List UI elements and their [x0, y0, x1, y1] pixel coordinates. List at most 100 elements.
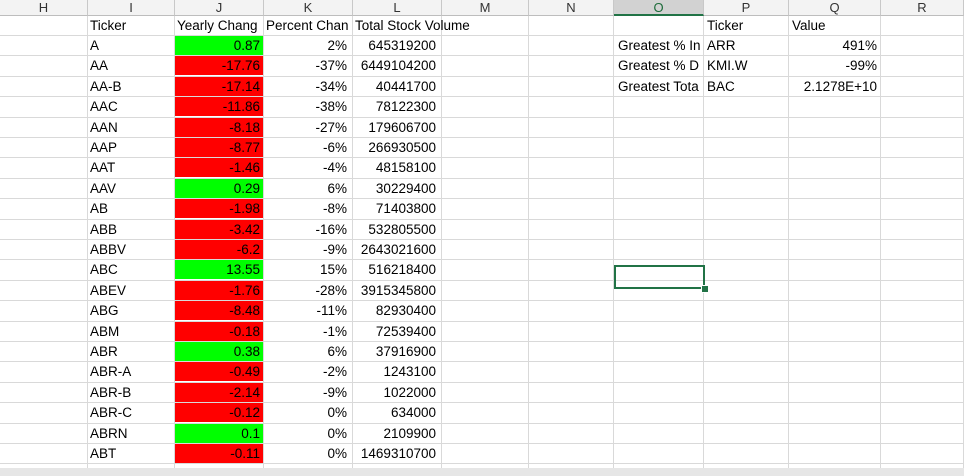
cell-yearly-change[interactable]: 0.29 [175, 178, 263, 198]
cell-percent-change[interactable]: 2% [327, 38, 347, 53]
column-header-j[interactable]: J [175, 0, 264, 16]
summary-value[interactable]: 491% [842, 38, 877, 53]
cell-total-volume[interactable]: 1022000 [383, 384, 436, 400]
column-header-k[interactable]: K [264, 0, 353, 16]
summary-ticker[interactable]: KMI.W [707, 58, 748, 74]
column-header-h[interactable]: H [0, 0, 88, 16]
cell-percent-change[interactable]: -9% [322, 384, 347, 400]
cell-yearly-change[interactable]: -0.11 [175, 444, 263, 463]
cell-ticker[interactable]: A [90, 38, 100, 53]
summary-value[interactable]: 2.1278E+10 [803, 78, 877, 94]
cell-total-volume[interactable]: 266930500 [368, 140, 436, 155]
summary-header-ticker[interactable]: Ticker [707, 18, 744, 33]
cell-total-volume[interactable]: 3915345800 [360, 282, 436, 298]
cell-total-volume[interactable]: 634000 [390, 405, 436, 421]
cell-percent-change[interactable]: -8% [322, 201, 347, 217]
cell-ticker[interactable]: AAN [90, 119, 118, 135]
cell-total-volume[interactable]: 2109900 [383, 425, 436, 441]
cell-total-volume[interactable]: 179606700 [368, 119, 436, 135]
cell-yearly-change[interactable]: -0.49 [175, 362, 263, 382]
cell-yearly-change[interactable]: -1.46 [175, 158, 263, 178]
column-header-l[interactable]: L [353, 0, 442, 16]
cell-total-volume[interactable]: 78122300 [375, 99, 436, 115]
cell-ticker[interactable]: AAT [90, 160, 116, 176]
cell-percent-change[interactable]: -9% [322, 242, 347, 257]
cell-ticker[interactable]: AA [90, 58, 109, 74]
cell-yearly-change[interactable]: 0.38 [175, 342, 263, 361]
cell-ticker[interactable]: ABT [90, 446, 117, 461]
cell-total-volume[interactable]: 516218400 [368, 262, 436, 278]
cell-ticker[interactable]: ABC [90, 262, 118, 278]
cell-total-volume[interactable]: 37916900 [375, 344, 436, 359]
cell-yearly-change[interactable]: -6.2 [175, 240, 263, 259]
cell-percent-change[interactable]: 6% [327, 180, 347, 196]
cell-yearly-change[interactable]: -8.48 [175, 301, 263, 321]
cell-ticker[interactable]: ABRN [90, 425, 128, 441]
cell-total-volume[interactable]: 1469310700 [360, 446, 436, 461]
header-total-volume[interactable]: Total Stock Volume [355, 18, 470, 33]
cell-yearly-change[interactable]: -0.18 [175, 321, 263, 341]
cell-yearly-change[interactable]: 0.87 [175, 36, 263, 55]
cell-yearly-change[interactable]: 13.55 [175, 260, 263, 280]
cell-ticker[interactable]: ABM [90, 323, 120, 339]
cell-total-volume[interactable]: 532805500 [368, 221, 436, 237]
cell-percent-change[interactable]: -2% [322, 364, 347, 380]
cell-ticker[interactable]: ABEV [90, 282, 127, 298]
cell-ticker[interactable]: ABG [90, 303, 119, 319]
cell-yearly-change[interactable]: -0.12 [175, 403, 263, 423]
cell-ticker[interactable]: ABR-A [90, 364, 132, 380]
cell-ticker[interactable]: ABR-C [90, 405, 133, 421]
column-header-r[interactable]: R [881, 0, 964, 16]
cell-total-volume[interactable]: 71403800 [375, 201, 436, 217]
cell-percent-change[interactable]: 0% [327, 425, 347, 441]
cell-yearly-change[interactable]: -8.18 [175, 117, 263, 137]
cell-percent-change[interactable]: 0% [327, 405, 347, 421]
cell-total-volume[interactable]: 82930400 [375, 303, 436, 319]
cell-yearly-change[interactable]: -1.98 [175, 199, 263, 219]
header-percent-change[interactable]: Percent Chan [266, 18, 349, 33]
cell-ticker[interactable]: ABR [90, 344, 118, 359]
cell-yearly-change[interactable]: -17.76 [175, 56, 263, 76]
cell-percent-change[interactable]: -4% [322, 160, 347, 176]
column-header-q[interactable]: Q [789, 0, 881, 16]
cell-percent-change[interactable]: -27% [315, 119, 347, 135]
cell-ticker[interactable]: AAV [90, 180, 117, 196]
cell-yearly-change[interactable]: -1.76 [175, 280, 263, 300]
cell-percent-change[interactable]: 0% [327, 446, 347, 461]
cell-ticker[interactable]: AB [90, 201, 109, 217]
summary-value[interactable]: -99% [845, 58, 877, 74]
cell-yearly-change[interactable]: -2.14 [175, 382, 263, 402]
summary-header-value[interactable]: Value [792, 18, 826, 33]
cell-total-volume[interactable]: 72539400 [375, 323, 436, 339]
column-header-i[interactable]: I [88, 0, 175, 16]
cell-yearly-change[interactable]: -8.77 [175, 138, 263, 157]
column-header-m[interactable]: M [442, 0, 529, 16]
cell-yearly-change[interactable]: -11.86 [175, 97, 263, 117]
summary-label[interactable]: Greatest Tota [618, 78, 699, 94]
cell-total-volume[interactable]: 6449104200 [360, 58, 436, 74]
cell-ticker[interactable]: AA-B [90, 78, 122, 94]
cell-percent-change[interactable]: -6% [322, 140, 347, 155]
cell-total-volume[interactable]: 48158100 [375, 160, 436, 176]
header-yearly-change[interactable]: Yearly Chang [177, 18, 258, 33]
cell-yearly-change[interactable]: 0.1 [175, 423, 263, 443]
active-cell-selection[interactable] [614, 265, 705, 289]
cell-total-volume[interactable]: 2643021600 [360, 242, 436, 257]
cell-percent-change[interactable]: -11% [316, 303, 347, 319]
cell-ticker[interactable]: ABBV [90, 242, 127, 257]
cell-percent-change[interactable]: -37% [315, 58, 347, 74]
cell-percent-change[interactable]: -1% [322, 323, 347, 339]
cell-yearly-change[interactable]: -3.42 [175, 219, 263, 239]
cell-percent-change[interactable]: -16% [315, 221, 347, 237]
cell-ticker[interactable]: AAP [90, 140, 118, 155]
summary-label[interactable]: Greatest % D [618, 58, 700, 74]
cell-total-volume[interactable]: 1243100 [383, 364, 436, 380]
cell-percent-change[interactable]: 6% [327, 344, 347, 359]
cell-ticker[interactable]: ABR-B [90, 384, 132, 400]
cell-ticker[interactable]: ABB [90, 221, 118, 237]
cell-percent-change[interactable]: -28% [315, 282, 347, 298]
summary-label[interactable]: Greatest % In [618, 38, 701, 53]
cell-percent-change[interactable]: -38% [315, 99, 347, 115]
cell-total-volume[interactable]: 645319200 [368, 38, 436, 53]
